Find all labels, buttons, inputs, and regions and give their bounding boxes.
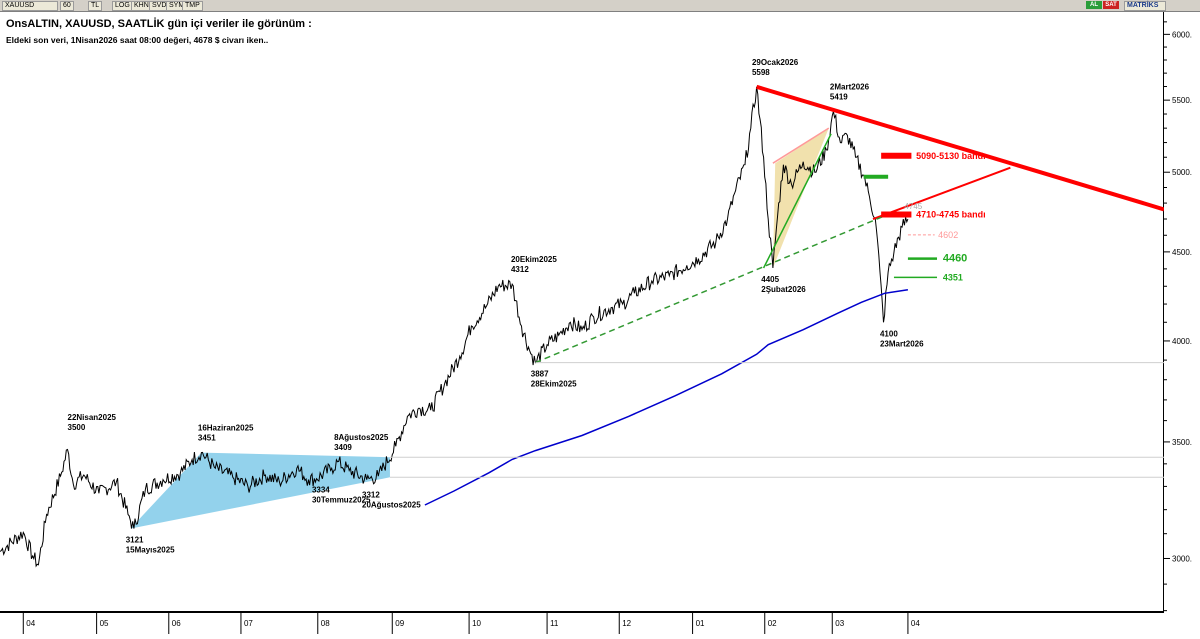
x-tick-label: 05	[100, 619, 109, 628]
x-tick-label: 07	[244, 619, 253, 628]
y-axis: 3000. 3500. 4000. 4500. 5000. 5500. 6000.	[1164, 12, 1200, 612]
interval-button[interactable]: 60	[60, 1, 74, 11]
point-label: 3451	[198, 434, 216, 443]
trend-line-2	[756, 84, 1165, 212]
currency-button[interactable]: TL	[88, 1, 103, 11]
trend-line-6	[772, 127, 830, 164]
trend-line-3	[872, 166, 1011, 220]
log-button[interactable]: LOG	[112, 1, 133, 11]
symbol-field[interactable]: XAUUSD	[2, 1, 58, 11]
moving-average-line	[424, 289, 909, 506]
y-tick-label: 4000.	[1172, 337, 1192, 346]
point-label: 4100	[880, 329, 898, 338]
point-label: 4312	[511, 265, 529, 274]
x-tick-label: 02	[768, 619, 777, 628]
point-label: 30Temmuz2025	[312, 496, 371, 505]
point-label: 29Ocak2026	[752, 58, 799, 67]
x-tick-label: 09	[395, 619, 404, 628]
y-tick-label: 4500.	[1172, 248, 1192, 257]
pattern-area-1	[772, 128, 829, 269]
y-tick-label: 3000.	[1172, 554, 1192, 563]
level-label: 4351	[943, 272, 963, 282]
y-tick-label: 3500.	[1172, 438, 1192, 447]
plot-area: 22Nisan2025 3500 3121 15Mayıs2025 16Haziran2…	[0, 12, 1165, 612]
point-label: 5419	[830, 92, 848, 101]
x-tick-label: 11	[550, 619, 559, 628]
matriks-logo: MATRİKS	[1124, 1, 1166, 11]
chart-title: OnsALTIN, XAUUSD, SAATLİK gün içi verile…	[6, 18, 312, 30]
x-tick-label: 01	[696, 619, 705, 628]
level-label: 4710-4745 bandı	[916, 210, 986, 220]
point-label: 3121	[126, 536, 144, 545]
status-sat[interactable]: SAT	[1103, 1, 1119, 9]
x-tick-label: 08	[321, 619, 330, 628]
trend-line-4	[535, 215, 885, 364]
point-label: 4405	[761, 275, 779, 284]
point-label: 2Mart2026	[830, 82, 870, 91]
level-label: 5090-5130 bandı	[916, 151, 986, 161]
point-label: 3409	[334, 443, 352, 452]
level-label: 4460	[943, 253, 967, 265]
point-label: 3334	[312, 486, 330, 495]
y-tick-label: 5500.	[1172, 96, 1192, 105]
y-tick-label: 5000.	[1172, 168, 1192, 177]
point-label: 3887	[531, 370, 549, 379]
level-label: 4602	[938, 230, 958, 240]
x-tick-label: 10	[472, 619, 481, 628]
point-label: 3500	[68, 423, 86, 432]
point-label: 22Nisan2025	[68, 413, 117, 422]
y-tick-label: 6000.	[1172, 30, 1192, 39]
point-label: 20Ekim2025	[511, 255, 557, 264]
x-tick-label: 12	[622, 619, 631, 628]
point-label: 5598	[752, 68, 770, 77]
chart-subtitle: Eldeki son veri, 1Nisan2026 saat 08:00 d…	[6, 35, 269, 45]
x-tick-label: 04	[911, 619, 920, 628]
toolbar: XAUUSD 60 TL LOG KHN SVD SYM TMP AL SAT …	[0, 0, 1200, 12]
point-label: 8Ağustos2025	[334, 433, 389, 442]
point-label: 28Ekim2025	[531, 380, 577, 389]
pattern-area-0	[130, 452, 390, 529]
point-label: 23Mart2026	[880, 339, 924, 348]
level-label: 4745	[904, 202, 922, 211]
point-label: 2Şubat2026	[761, 285, 806, 294]
x-tick-label: 06	[172, 619, 181, 628]
point-label: 16Haziran2025	[198, 424, 254, 433]
status-al[interactable]: AL	[1086, 1, 1102, 9]
point-label: 20Ağustos2025	[362, 501, 421, 510]
point-label: 15Mayıs2025	[126, 546, 175, 555]
trend-line-5	[762, 133, 832, 269]
point-label: 3312	[362, 491, 380, 500]
tmp-button[interactable]: TMP	[182, 1, 203, 11]
x-tick-label: 03	[835, 619, 844, 628]
x-axis: 04 05 06 07 08 09 10 11 12 01 02 03 04	[0, 612, 1164, 634]
x-tick-label: 04	[26, 619, 35, 628]
price-line	[0, 86, 909, 568]
